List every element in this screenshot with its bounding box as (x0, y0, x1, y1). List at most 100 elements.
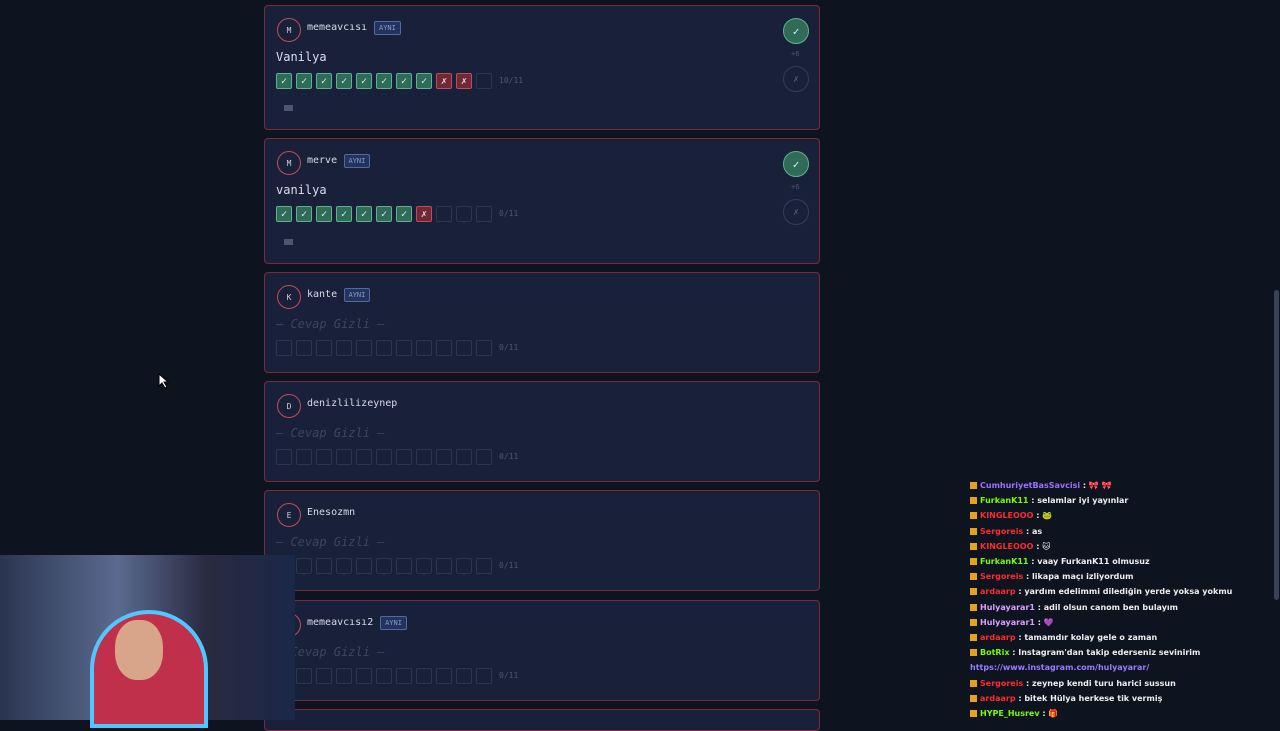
chat-user[interactable]: CumhuriyetBasSavcisi (980, 481, 1081, 490)
username: Enesozmn (307, 507, 356, 518)
score-box (476, 668, 492, 684)
chat-user[interactable]: FurkanK11 (980, 557, 1029, 566)
same-badge: AYNI (374, 21, 401, 35)
score: 0/11 (499, 452, 519, 461)
answer: — Cevap Gizli — (276, 645, 385, 659)
chat-user[interactable]: https://www.instagram.com/hulyayarar/ (970, 663, 1150, 673)
score-box (436, 558, 452, 574)
score-box: ✓ (296, 206, 312, 222)
answer-card: Mmemeavcısı2AYNI— Cevap Gizli —0/11 (264, 600, 820, 701)
chat-text: : likapa maçı izliyordum (1023, 572, 1134, 582)
chat-user[interactable]: FurkanK11 (980, 496, 1029, 506)
chat-message: ardaarp : bitek Hülya herkese tik vermiş (970, 694, 1162, 703)
chat-user[interactable]: Sergoreis (980, 678, 1024, 688)
chat-text: : selamlar iyi yayınlar (1028, 496, 1129, 506)
score-box (456, 558, 472, 574)
score-box (476, 558, 492, 574)
chat-user[interactable]: ardaarp (980, 587, 1016, 597)
score-box (296, 668, 312, 684)
score-box: ✓ (276, 206, 292, 222)
approve-button[interactable]: ✓ (783, 151, 809, 177)
chat-user[interactable]: Sergoreis (980, 572, 1024, 582)
score: 10/11 (499, 76, 524, 85)
chat-user[interactable]: KINGLEOOO (980, 511, 1034, 521)
chat-message: https://www.instagram.com/hulyayarar/ (970, 663, 1149, 672)
chat-user[interactable]: HYPE_Husrev (980, 709, 1040, 718)
scrollbar[interactable] (1274, 290, 1279, 600)
score-box: ✗ (456, 73, 472, 89)
score: 0/11 (499, 343, 519, 352)
score-box: ✓ (296, 73, 312, 89)
score-box (376, 340, 392, 356)
score-box: ✓ (316, 73, 332, 89)
chat-user[interactable]: ardaarp (980, 633, 1016, 642)
score-box: ✓ (396, 73, 412, 89)
score-box: ✓ (356, 73, 372, 89)
chat-message: BotRix : Instagram'dan takip ederseniz s… (970, 648, 1200, 657)
chat-user[interactable]: BotRix (980, 648, 1010, 658)
score: 0/11 (499, 209, 519, 218)
badge-icon (970, 618, 977, 626)
score-box (336, 668, 352, 684)
chat-user[interactable]: Sergoreis (980, 526, 1024, 536)
score-box (476, 206, 492, 222)
score-box: ✓ (276, 73, 292, 89)
score-box (436, 668, 452, 684)
score-box (396, 340, 412, 356)
score-box: ✓ (416, 73, 432, 89)
avatar: M (277, 151, 301, 175)
username: memeavcısı2 (307, 617, 374, 628)
score-box (456, 206, 472, 222)
reject-button[interactable]: ✗ (783, 66, 809, 92)
badge-icon (970, 710, 977, 717)
score-box (436, 340, 452, 356)
score-box (316, 340, 332, 356)
score-box (416, 668, 432, 684)
score-box (396, 668, 412, 684)
chat-user[interactable]: KINGLEOOO (980, 541, 1034, 551)
score-box (416, 340, 432, 356)
chat-user[interactable]: Hulyayarar1 (980, 617, 1035, 627)
score-box (376, 668, 392, 684)
score-box (476, 340, 492, 356)
note-icon (284, 105, 293, 111)
score-box (476, 73, 492, 89)
chat-text: : adil olsun canom ben bulayım (1034, 602, 1179, 612)
badge-icon (970, 603, 977, 611)
reject-button[interactable]: ✗ (783, 199, 809, 225)
score-box (456, 668, 472, 684)
score-box (416, 558, 432, 574)
score-box: ✓ (376, 73, 392, 89)
score-box (376, 449, 392, 465)
chat-text: : yardım edelimmi dilediğin yerde yoksa … (1015, 587, 1233, 597)
score-box (356, 668, 372, 684)
score-box: ✓ (336, 206, 352, 222)
badge-icon (970, 634, 977, 641)
badge-icon (970, 588, 977, 596)
approve-button[interactable]: ✓ (783, 18, 809, 44)
score-box (316, 558, 332, 574)
username: memeavcısı (307, 22, 368, 33)
chat-message: Sergoreis : as (970, 527, 1042, 536)
chat-text: : vaay FurkanK11 olmusuz (1028, 557, 1150, 566)
chat-user[interactable]: ardaarp (980, 693, 1016, 703)
answer: vanilya (276, 183, 327, 197)
score-box: ✓ (376, 206, 392, 222)
username: merve (307, 155, 338, 166)
score-box (316, 668, 332, 684)
bonus: +6 (791, 183, 800, 191)
answer: — Cevap Gizli — (276, 535, 385, 549)
bonus: +6 (791, 50, 800, 58)
badge-icon (970, 482, 977, 489)
chat-user[interactable]: Hulyayarar1 (980, 602, 1035, 612)
score-box (396, 449, 412, 465)
score-box (396, 558, 412, 574)
score-box (456, 340, 472, 356)
score-box (416, 449, 432, 465)
chat-message: CumhuriyetBasSavcisi : 🎀 🎀 (970, 481, 1112, 490)
same-badge: AYNI (380, 616, 407, 630)
score-box: ✗ (436, 73, 452, 89)
same-badge: AYNI (343, 154, 371, 168)
avatar: K (277, 285, 301, 309)
score-box (336, 449, 352, 465)
